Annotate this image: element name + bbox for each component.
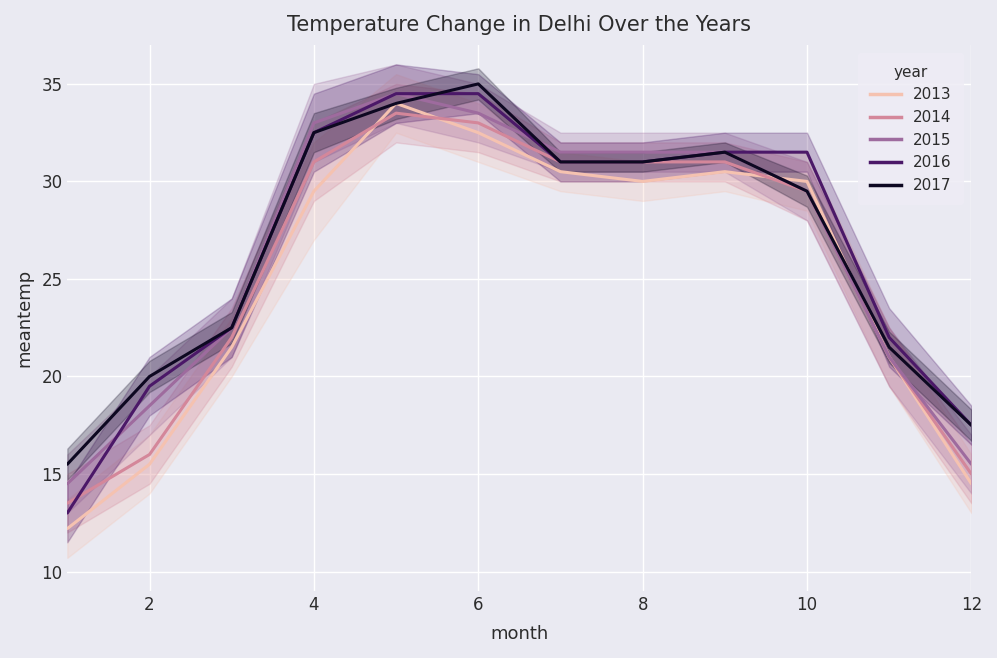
Legend: 2013, 2014, 2015, 2016, 2017: 2013, 2014, 2015, 2016, 2017 [857, 53, 964, 205]
X-axis label: month: month [491, 625, 548, 643]
Title: Temperature Change in Delhi Over the Years: Temperature Change in Delhi Over the Yea… [287, 15, 752, 35]
Y-axis label: meantemp: meantemp [15, 269, 33, 367]
